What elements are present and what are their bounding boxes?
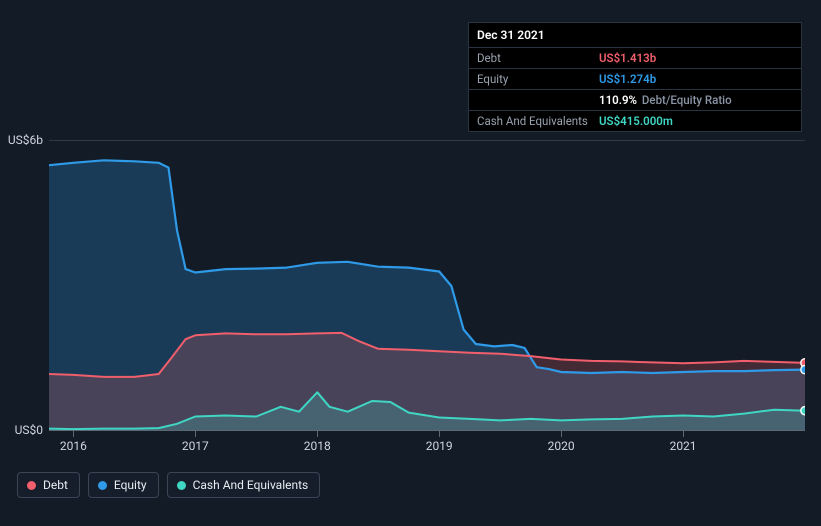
chart-svg (49, 141, 805, 431)
tooltip-label: Equity (477, 72, 599, 86)
tooltip-row-cash: Cash And Equivalents US$415.000m (469, 110, 801, 131)
x-axis: 2016 2017 2018 2019 2020 2021 (49, 430, 805, 452)
tooltip-date: Dec 31 2021 (469, 23, 801, 47)
tooltip-label (477, 93, 599, 107)
tooltip-value: 110.9% Debt/Equity Ratio (599, 93, 732, 107)
legend-label: Cash And Equivalents (193, 478, 309, 492)
plot-area[interactable] (49, 140, 805, 430)
summary-tooltip: Dec 31 2021 Debt US$1.413b Equity US$1.2… (468, 22, 802, 132)
x-axis-label: 2021 (670, 439, 697, 453)
tooltip-row-ratio: 110.9% Debt/Equity Ratio (469, 89, 801, 110)
tooltip-value: US$1.413b (599, 51, 656, 65)
tooltip-value: US$1.274b (599, 72, 656, 86)
tooltip-label: Debt (477, 51, 599, 65)
tooltip-row-debt: Debt US$1.413b (469, 47, 801, 68)
ratio-label: Debt/Equity Ratio (642, 93, 732, 107)
tooltip-label: Cash And Equivalents (477, 114, 599, 128)
legend-dot-icon (98, 481, 107, 490)
legend-item-debt[interactable]: Debt (17, 472, 80, 498)
x-axis-label: 2016 (60, 439, 87, 453)
x-axis-label: 2019 (426, 439, 453, 453)
x-axis-label: 2017 (182, 439, 209, 453)
legend-item-equity[interactable]: Equity (88, 472, 159, 498)
legend-item-cash[interactable]: Cash And Equivalents (167, 472, 321, 498)
tooltip-value: US$415.000m (599, 114, 673, 128)
legend-dot-icon (177, 481, 186, 490)
y-axis-label-min: US$0 (15, 423, 43, 437)
legend: Debt Equity Cash And Equivalents (17, 472, 320, 498)
legend-label: Debt (43, 478, 68, 492)
tooltip-row-equity: Equity US$1.274b (469, 68, 801, 89)
legend-dot-icon (27, 481, 36, 490)
x-axis-label: 2018 (304, 439, 331, 453)
chart-container: US$6b US$0 201620172018201920202021 (17, 120, 805, 470)
ratio-value: 110.9% (599, 93, 637, 107)
y-axis-label-max: US$6b (8, 133, 43, 147)
x-axis-label: 2020 (548, 439, 575, 453)
legend-label: Equity (114, 478, 147, 492)
